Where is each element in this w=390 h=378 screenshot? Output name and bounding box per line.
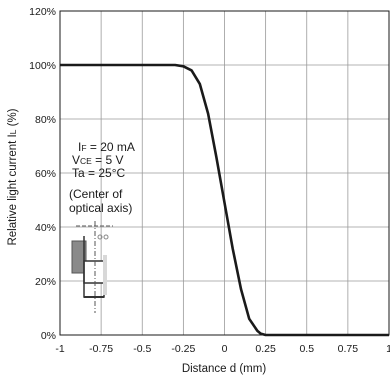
series-line (60, 63, 389, 337)
y-tick-label: 120% (29, 6, 56, 18)
x-tick-label: 0 (222, 343, 228, 355)
x-tick-label: -0.25 (171, 343, 195, 355)
condition-if: IF = 20 mA (78, 140, 135, 154)
x-axis-label: Distance d (mm) (182, 363, 267, 375)
y-tick-labels: 0% 20% 40% 60% 80% 100% 120% (29, 6, 56, 342)
condition-ta: Ta = 25°C (72, 166, 126, 180)
x-tick-label: 0.5 (299, 343, 314, 355)
x-tick-label: 0.75 (338, 343, 359, 355)
x-tick-label: 1 (386, 343, 390, 355)
condition-vce: VCE = 5 V (72, 153, 124, 167)
sensor-diagram-icon (71, 221, 113, 313)
plot-frame (59, 10, 390, 336)
y-tick-label: 100% (29, 60, 56, 72)
x-tick-labels: -1 -0.75 -0.5 -0.25 0 0.25 0.5 0.75 1 (55, 343, 390, 355)
y-tick-label: 80% (35, 114, 56, 126)
x-tick-label: -1 (55, 343, 64, 355)
y-tick-label: 20% (35, 276, 56, 288)
y-tick-label: 0% (41, 330, 56, 342)
note-line-1: (Center of (69, 187, 123, 201)
x-tick-label: -0.5 (133, 343, 151, 355)
y-axis-label: Relative light current IL (%) (7, 108, 19, 245)
note-line-2: optical axis) (69, 201, 132, 215)
x-tick-label: 0.25 (255, 343, 276, 355)
x-tick-label: -0.75 (89, 343, 113, 355)
y-tick-label: 60% (35, 168, 56, 180)
y-tick-label: 40% (35, 222, 56, 234)
